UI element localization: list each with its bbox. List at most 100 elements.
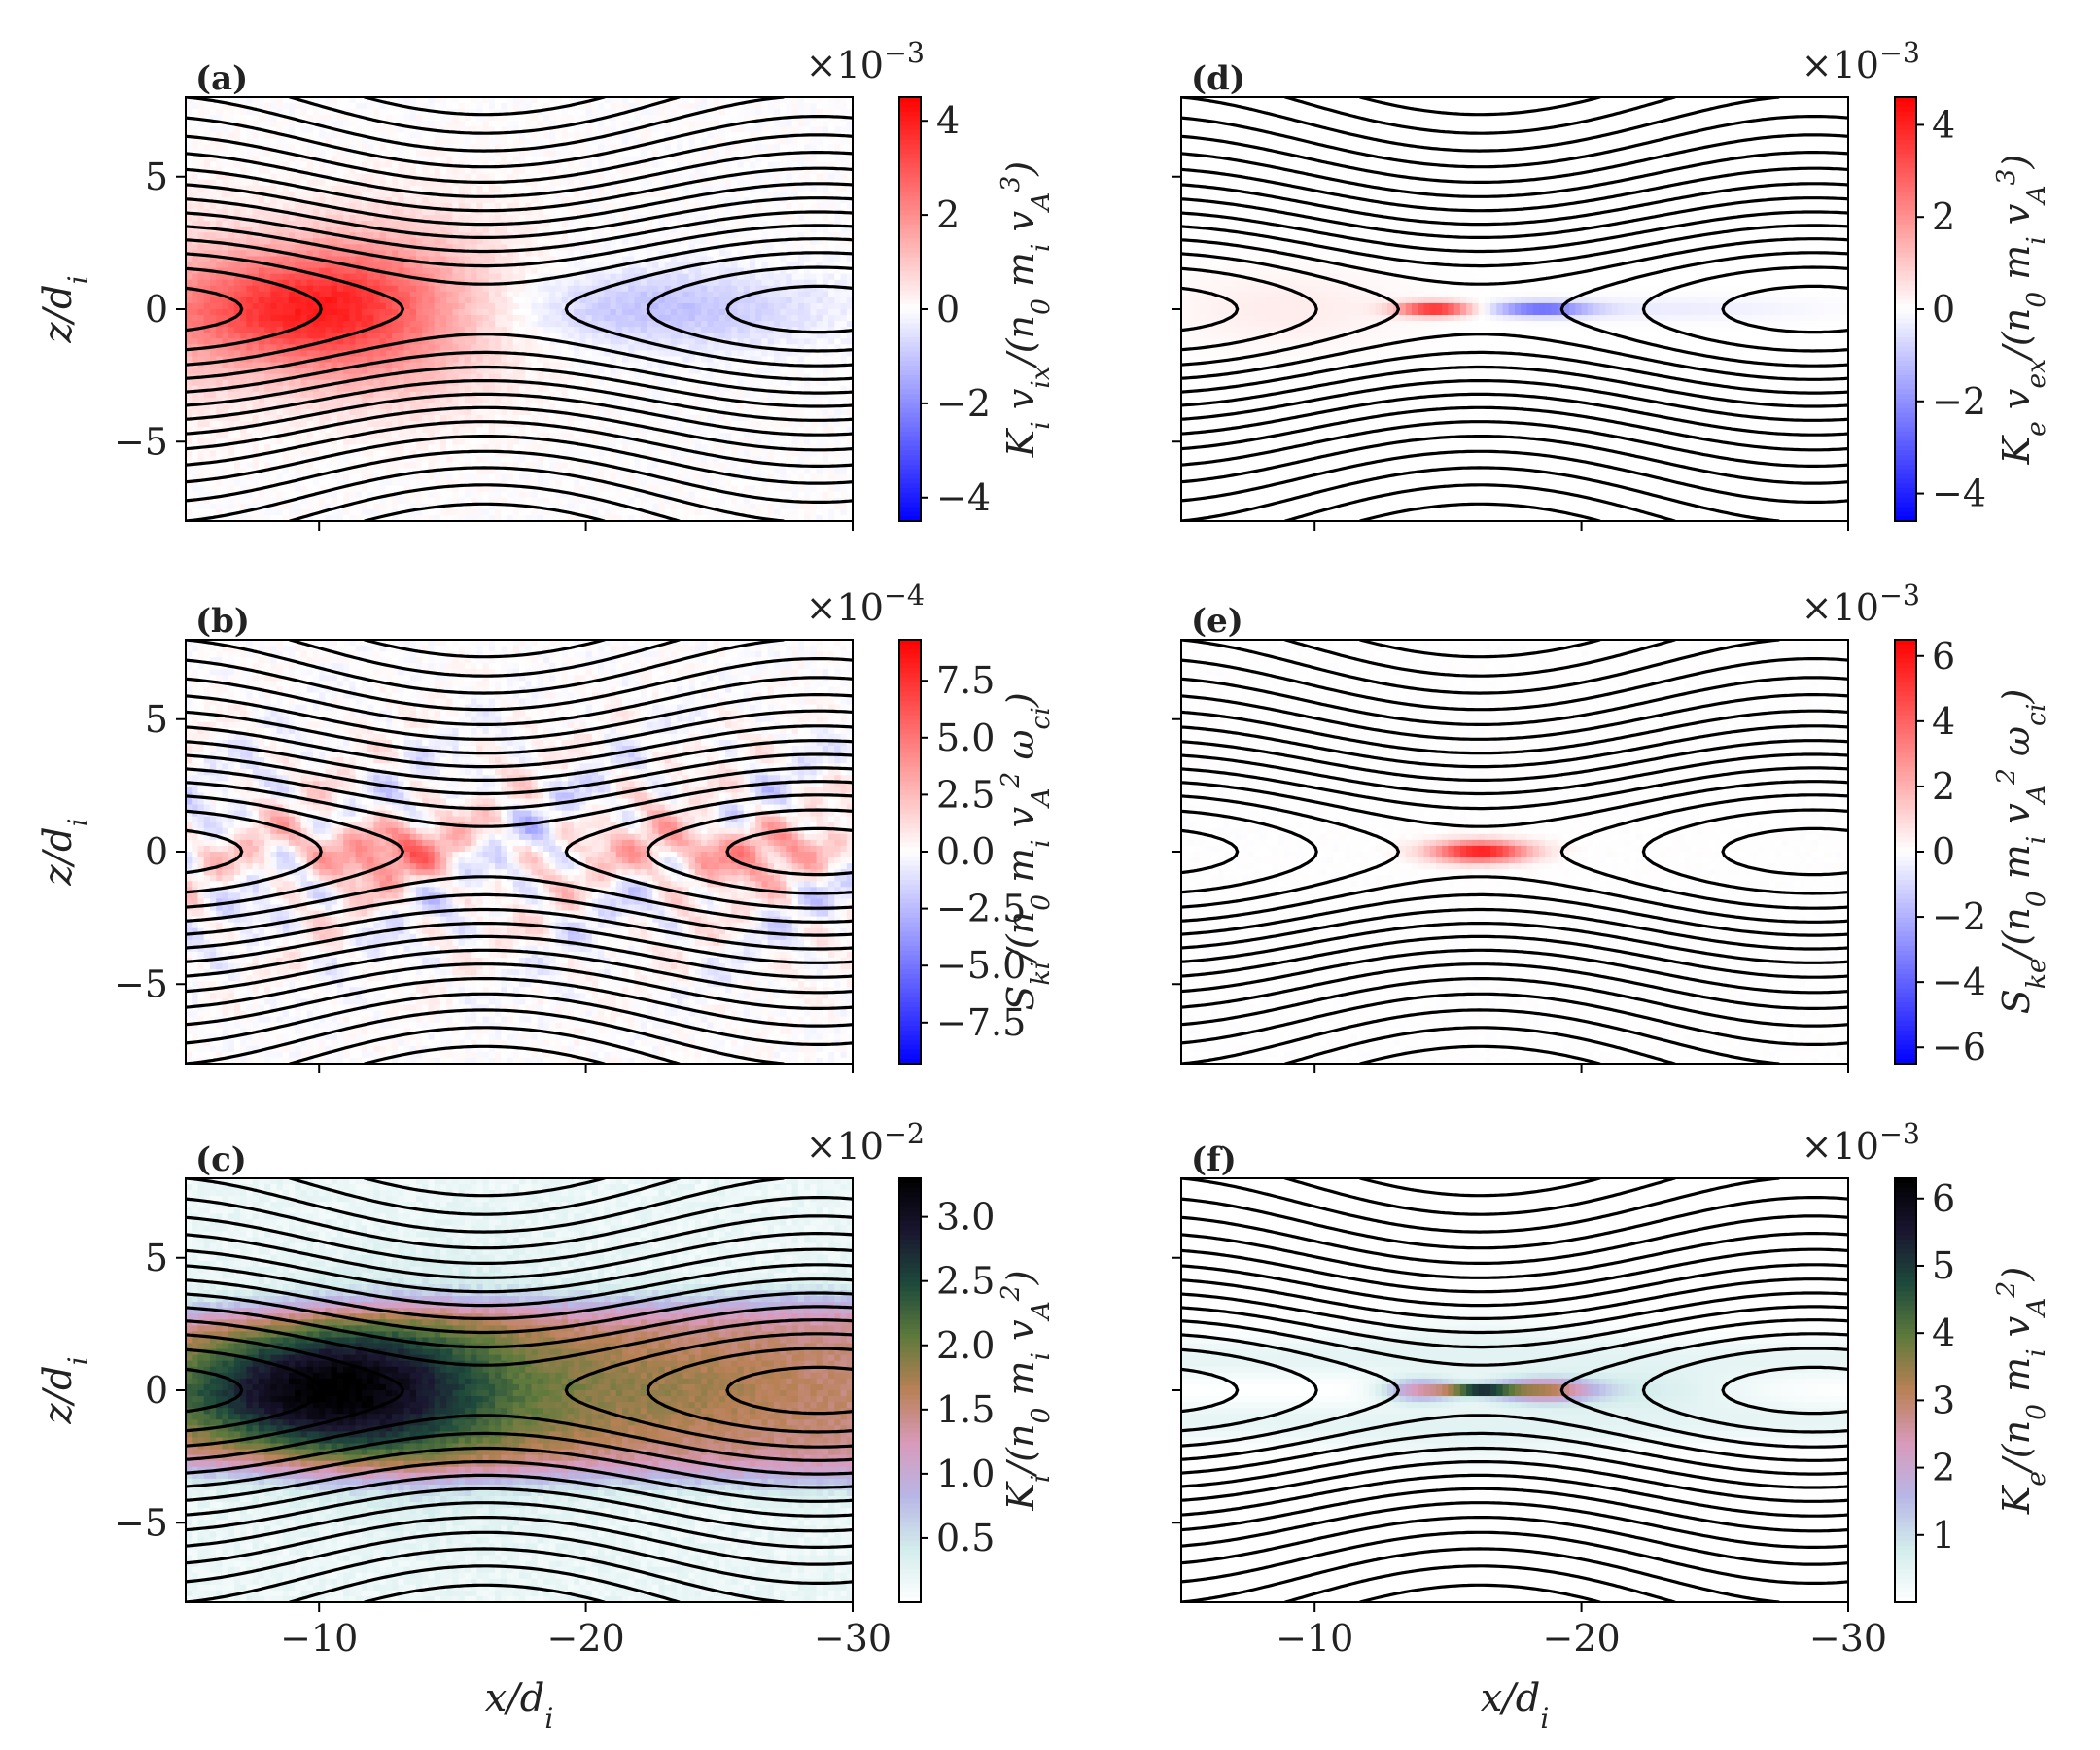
colorbar-tick-label: −7.5 bbox=[936, 1001, 1026, 1044]
y-axis-label: z/di bbox=[36, 1356, 94, 1424]
colorbar-tick-label: 0 bbox=[1932, 288, 1955, 331]
y-tick-label: 0 bbox=[145, 288, 168, 331]
x-axis-label: x/di bbox=[485, 1676, 554, 1734]
field-line bbox=[186, 166, 853, 452]
field-line bbox=[1181, 780, 1848, 924]
colorbar-tick-label: 0.5 bbox=[936, 1517, 995, 1559]
panel-label: (a) bbox=[195, 59, 248, 98]
field-line bbox=[186, 724, 853, 979]
field-line bbox=[186, 826, 853, 877]
field-line bbox=[186, 1278, 853, 1503]
colorbar-label: Ke/(n0 mi vA2) bbox=[1991, 1267, 2051, 1515]
panel-label: (c) bbox=[195, 1140, 247, 1179]
field-line bbox=[1181, 793, 1848, 910]
field-line bbox=[1181, 1365, 1848, 1416]
field-line bbox=[1181, 1278, 1848, 1503]
y-tick-label: −5 bbox=[114, 962, 168, 1005]
colorbar-scale: ×10−3 bbox=[1802, 37, 1920, 88]
field-line bbox=[186, 1332, 853, 1449]
panel-f: −10 −20 −30 (f) x/di 6 5 4 3 2 1 ×10−3 Ke/(n0 mi vA2… bbox=[1172, 1118, 2051, 1734]
field-line bbox=[1181, 1305, 1848, 1476]
field-line bbox=[1181, 133, 1848, 485]
field-line bbox=[1181, 676, 1848, 1028]
colorbar-label: Ki/(n0 mi vA2) bbox=[996, 1270, 1056, 1511]
field-line bbox=[1181, 1318, 1848, 1462]
field-line bbox=[186, 1214, 853, 1566]
x-tick-label: −10 bbox=[280, 1617, 358, 1660]
field-line bbox=[1181, 826, 1848, 877]
colorbar-tick-label: 4 bbox=[936, 99, 960, 142]
colorbar-label: Ske/(n0 mi vA2 ωci) bbox=[1991, 689, 2051, 1015]
field-line bbox=[1181, 251, 1848, 368]
colorbar-a: 4 2 0 −2 −4 ×10−3 Ki vix/(n0 mi vA3) bbox=[806, 37, 1056, 522]
field-line bbox=[1181, 1232, 1848, 1549]
y-tick-label: 0 bbox=[145, 830, 168, 873]
field-line bbox=[1181, 284, 1848, 334]
colorbar-tick-label: 1.5 bbox=[936, 1388, 995, 1431]
field-line bbox=[186, 1365, 853, 1416]
panel-label: (e) bbox=[1191, 602, 1243, 641]
colorbar-tick-label: 3.0 bbox=[936, 1196, 995, 1239]
colorbar-tick-label: −2.5 bbox=[936, 888, 1026, 930]
panel-label: (d) bbox=[1191, 59, 1245, 98]
field-lines-a bbox=[186, 97, 853, 521]
colorbar-scale: ×10−3 bbox=[1802, 579, 1920, 630]
x-tick-label: −10 bbox=[1276, 1617, 1353, 1660]
field-line bbox=[1181, 224, 1848, 395]
heatmap-b bbox=[186, 640, 853, 1064]
field-line bbox=[186, 793, 853, 910]
y-tick-label: 5 bbox=[145, 1237, 168, 1279]
field-line bbox=[186, 808, 853, 895]
field-line bbox=[186, 1247, 853, 1533]
field-line bbox=[186, 766, 853, 937]
colorbar-label: Ke vex/(n0 mi vA3) bbox=[1991, 155, 2051, 466]
y-axis-label: z/di bbox=[36, 818, 94, 886]
colorbar-tick-label: −2 bbox=[936, 382, 991, 425]
colorbar-tick-label: 5 bbox=[1932, 1244, 1955, 1287]
colorbar-tick-label: 2.5 bbox=[936, 773, 995, 816]
heatmap-a bbox=[186, 97, 853, 521]
heatmap-d bbox=[1181, 97, 1848, 521]
field-line bbox=[1181, 1347, 1848, 1434]
field-line bbox=[186, 1263, 853, 1518]
colorbar-tick-label: 0 bbox=[1932, 830, 1955, 873]
field-line bbox=[186, 210, 853, 408]
colorbar-d: 4 2 0 −2 −4 ×10−3 Ke vex/(n0 mi vA3) bbox=[1802, 37, 2051, 522]
field-line bbox=[1181, 1247, 1848, 1533]
field-line bbox=[186, 693, 853, 1010]
colorbar-tick-label: −5.0 bbox=[936, 944, 1026, 987]
colorbar-tick-label: 2.5 bbox=[936, 1260, 995, 1303]
field-line bbox=[186, 1347, 853, 1434]
field-line bbox=[186, 1291, 853, 1489]
y-tick-label: 5 bbox=[145, 156, 168, 198]
colorbar-tick-label: 4 bbox=[1932, 103, 1955, 146]
x-tick-label: −30 bbox=[1809, 1617, 1887, 1660]
field-line bbox=[186, 196, 853, 422]
colorbar-label: Ski/(n0 mi vA2 ωci) bbox=[996, 692, 1056, 1010]
x-tick-label: −30 bbox=[814, 1617, 892, 1660]
colorbar-tick-label: −4 bbox=[936, 476, 991, 519]
colorbar-f: 6 5 4 3 2 1 ×10−3 Ke/(n0 mi vA2) bbox=[1802, 1118, 2051, 1603]
field-lines-f bbox=[1181, 1178, 1848, 1602]
field-line bbox=[1181, 1332, 1848, 1449]
y-tick-label: 0 bbox=[145, 1369, 168, 1412]
field-line bbox=[186, 182, 853, 437]
colorbar-tick-label: −6 bbox=[1932, 1026, 1986, 1068]
y-tick-label: −5 bbox=[114, 1501, 168, 1544]
field-line bbox=[186, 1232, 853, 1549]
panel-label: (b) bbox=[195, 602, 250, 641]
colorbar-tick-label: 2.0 bbox=[936, 1324, 995, 1367]
colorbar-tick-label: 6 bbox=[1932, 1177, 1955, 1220]
colorbar-scale: ×10−2 bbox=[806, 1118, 925, 1169]
field-line bbox=[1181, 196, 1848, 422]
field-lines-b bbox=[186, 640, 853, 1064]
field-line bbox=[1181, 166, 1848, 452]
field-line bbox=[1181, 752, 1848, 951]
field-line bbox=[186, 265, 853, 353]
colorbar-tick-label: 0 bbox=[936, 288, 960, 331]
field-line bbox=[1181, 808, 1848, 895]
field-line bbox=[1181, 766, 1848, 937]
colorbar-b: 7.5 5.0 2.5 0.0 −2.5 −5.0 −7.5 ×10−4 Ski/(n0 mi … bbox=[806, 579, 1056, 1065]
colorbar-tick-label: −4 bbox=[1932, 472, 1986, 515]
